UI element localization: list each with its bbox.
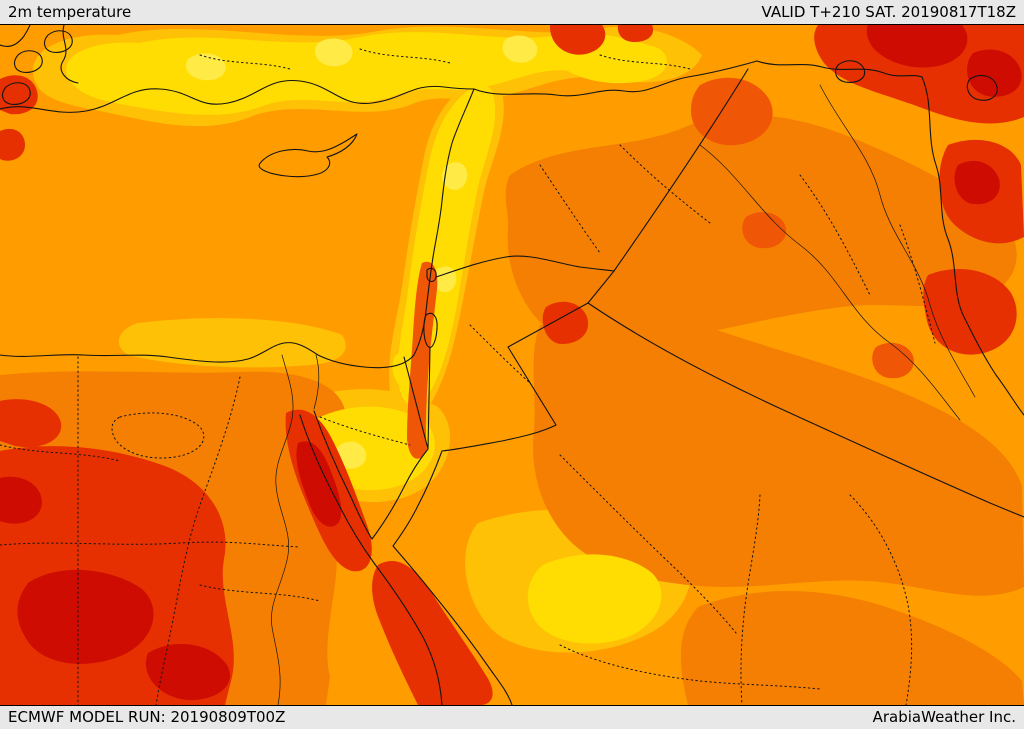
aqaba-saudi-coast [392, 450, 513, 705]
jordan-iraq-border [587, 270, 615, 304]
syria-jordan-border [435, 255, 615, 278]
temperature-map-canvas [0, 25, 1024, 705]
model-run-label: ECMWF MODEL RUN: 20190809T00Z [8, 708, 286, 726]
aegean-coast [60, 25, 79, 84]
temperature-fill-layer [0, 25, 1024, 705]
sinai-west-coast [313, 410, 373, 540]
sinai-east-coast [371, 448, 429, 540]
valid-time-label: VALID T+210 SAT. 20190817T18Z [761, 2, 1016, 21]
jordan-saudi-border [441, 302, 589, 452]
country-borders [403, 60, 1024, 518]
iraq-saudi-border [587, 302, 1024, 518]
tigris-river [819, 84, 976, 398]
israel-jordan-border [427, 346, 431, 450]
cyprus-island [258, 133, 358, 178]
attribution-label: ArabiaWeather Inc. [872, 708, 1016, 726]
coastlines [0, 25, 998, 705]
levant-egypt-coastline [0, 88, 475, 369]
rivers [271, 84, 976, 705]
aegean-island [13, 50, 43, 73]
temperature-map [0, 25, 1024, 705]
euphrates-river [699, 144, 961, 421]
israel-egypt-border [403, 356, 429, 450]
gulf-of-suez-west-shore [299, 414, 443, 705]
aegean-island [43, 30, 73, 53]
lake-van [835, 60, 866, 83]
map-header-bar: 2m temperature VALID T+210 SAT. 20190817… [0, 0, 1024, 25]
aegean-island [1, 82, 31, 105]
dark-red-cores [0, 25, 1022, 701]
dead-sea [423, 312, 438, 348]
aegean-coast [0, 25, 31, 47]
turkey-syria-border [473, 60, 758, 97]
map-footer-bar: ECMWF MODEL RUN: 20190809T00Z ArabiaWeat… [0, 705, 1024, 729]
suez-canal [313, 354, 320, 410]
turkey-south-coastline [0, 79, 475, 113]
lake-urmia [966, 75, 998, 101]
turkey-iraq-border [756, 60, 923, 78]
admin-boundaries-dotted [0, 48, 936, 705]
nile-river [271, 354, 294, 705]
syria-iraq-border [613, 68, 749, 272]
bright-yellow-cores [185, 35, 538, 469]
map-title: 2m temperature [8, 2, 132, 21]
iraq-iran-border [921, 76, 1024, 416]
